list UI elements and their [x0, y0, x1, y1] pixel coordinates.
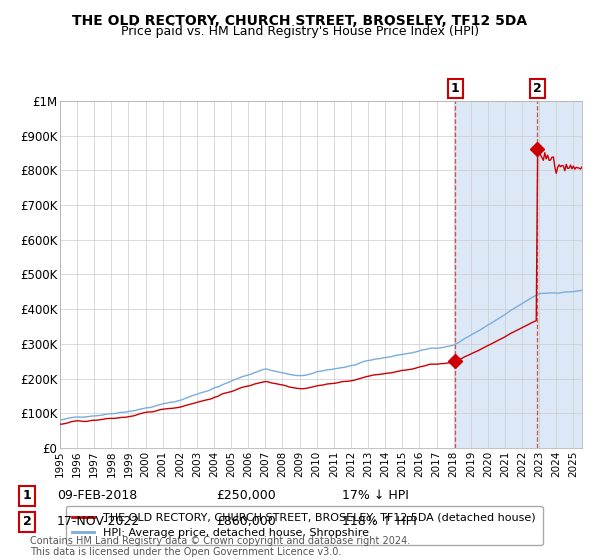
- Text: Price paid vs. HM Land Registry's House Price Index (HPI): Price paid vs. HM Land Registry's House …: [121, 25, 479, 38]
- Text: Contains HM Land Registry data © Crown copyright and database right 2024.
This d: Contains HM Land Registry data © Crown c…: [30, 535, 410, 557]
- Text: 17-NOV-2022: 17-NOV-2022: [57, 515, 140, 529]
- Text: 2: 2: [533, 82, 542, 95]
- Text: £860,000: £860,000: [216, 515, 276, 529]
- Text: THE OLD RECTORY, CHURCH STREET, BROSELEY, TF12 5DA: THE OLD RECTORY, CHURCH STREET, BROSELEY…: [73, 14, 527, 28]
- Text: £250,000: £250,000: [216, 489, 276, 502]
- Legend: THE OLD RECTORY, CHURCH STREET, BROSELEY, TF12 5DA (detached house), HPI: Averag: THE OLD RECTORY, CHURCH STREET, BROSELEY…: [65, 506, 542, 545]
- Text: 118% ↑ HPI: 118% ↑ HPI: [342, 515, 417, 529]
- Text: 1: 1: [451, 82, 460, 95]
- Text: 17% ↓ HPI: 17% ↓ HPI: [342, 489, 409, 502]
- Text: 1: 1: [23, 489, 31, 502]
- Text: 2: 2: [23, 515, 31, 529]
- Text: 09-FEB-2018: 09-FEB-2018: [57, 489, 137, 502]
- Bar: [455, 101, 582, 448]
